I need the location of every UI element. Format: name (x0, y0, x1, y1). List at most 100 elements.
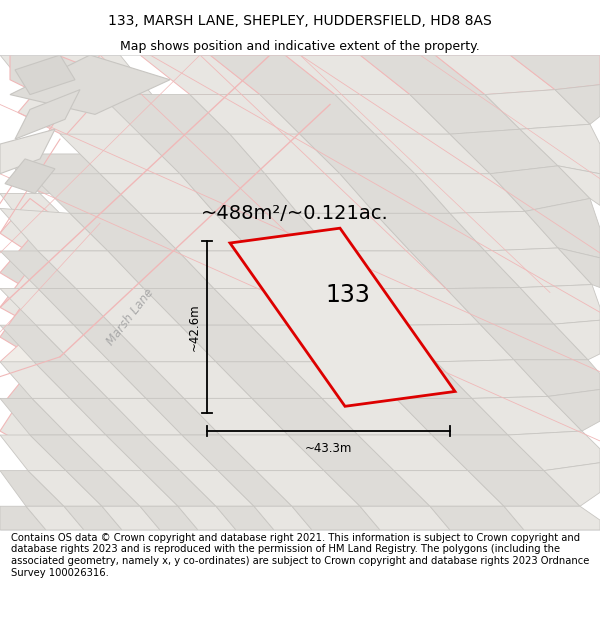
Polygon shape (254, 506, 312, 530)
Polygon shape (468, 471, 580, 506)
Polygon shape (36, 325, 110, 362)
Polygon shape (70, 213, 178, 251)
Polygon shape (30, 174, 140, 213)
Polygon shape (375, 134, 490, 174)
Polygon shape (74, 325, 148, 362)
Polygon shape (480, 324, 588, 360)
Polygon shape (415, 174, 525, 213)
Polygon shape (0, 325, 72, 362)
Polygon shape (148, 362, 252, 398)
Polygon shape (490, 166, 590, 211)
Polygon shape (285, 55, 410, 94)
Text: Map shows position and indicative extent of the property.: Map shows position and indicative extent… (120, 39, 480, 52)
Polygon shape (220, 435, 324, 471)
Polygon shape (108, 251, 214, 289)
Polygon shape (324, 325, 436, 362)
Text: ~43.3m: ~43.3m (305, 442, 352, 456)
Polygon shape (450, 129, 558, 174)
Polygon shape (180, 174, 298, 213)
Polygon shape (18, 75, 98, 136)
Polygon shape (100, 94, 230, 134)
Polygon shape (250, 325, 360, 362)
Polygon shape (26, 506, 84, 530)
Polygon shape (558, 166, 600, 206)
Polygon shape (76, 289, 180, 325)
Polygon shape (10, 50, 95, 104)
Polygon shape (28, 471, 102, 506)
Polygon shape (70, 398, 144, 435)
Polygon shape (108, 398, 182, 435)
Polygon shape (555, 84, 600, 124)
Polygon shape (324, 471, 430, 506)
Polygon shape (0, 275, 70, 332)
Polygon shape (60, 134, 180, 174)
Polygon shape (230, 134, 340, 174)
Polygon shape (0, 154, 120, 194)
Polygon shape (0, 289, 74, 325)
Polygon shape (358, 435, 468, 471)
Polygon shape (450, 211, 558, 251)
Polygon shape (15, 89, 80, 139)
Polygon shape (435, 55, 555, 94)
Polygon shape (180, 325, 286, 362)
Polygon shape (15, 55, 75, 94)
Polygon shape (0, 251, 76, 289)
Polygon shape (146, 398, 220, 435)
Polygon shape (298, 213, 410, 251)
Polygon shape (436, 360, 548, 398)
Text: Marsh Lane: Marsh Lane (104, 286, 156, 348)
Polygon shape (360, 362, 472, 398)
Polygon shape (32, 398, 106, 435)
Polygon shape (510, 55, 600, 89)
Polygon shape (180, 471, 254, 506)
Polygon shape (215, 213, 332, 251)
Polygon shape (68, 435, 142, 471)
Polygon shape (332, 251, 446, 289)
Text: ~42.6m: ~42.6m (187, 303, 200, 351)
Polygon shape (0, 199, 90, 272)
Polygon shape (548, 389, 600, 431)
Polygon shape (34, 362, 108, 398)
Polygon shape (0, 55, 200, 154)
Polygon shape (340, 174, 450, 213)
Polygon shape (375, 213, 485, 251)
Polygon shape (402, 324, 514, 362)
Polygon shape (260, 94, 375, 134)
Polygon shape (514, 360, 600, 396)
Polygon shape (184, 398, 288, 435)
Polygon shape (0, 308, 60, 360)
Polygon shape (252, 398, 358, 435)
Polygon shape (446, 288, 554, 324)
Polygon shape (472, 396, 582, 435)
Polygon shape (178, 251, 288, 289)
Polygon shape (104, 471, 178, 506)
Polygon shape (72, 362, 146, 398)
Polygon shape (432, 435, 544, 471)
Polygon shape (485, 89, 590, 129)
Polygon shape (360, 55, 485, 94)
Polygon shape (360, 506, 450, 530)
Polygon shape (410, 251, 520, 289)
Polygon shape (252, 251, 368, 289)
Polygon shape (525, 199, 600, 258)
Polygon shape (394, 471, 504, 506)
Polygon shape (144, 289, 250, 325)
Polygon shape (504, 506, 600, 530)
Polygon shape (335, 94, 450, 134)
Polygon shape (5, 377, 70, 426)
Polygon shape (140, 55, 260, 94)
Polygon shape (300, 134, 415, 174)
Polygon shape (140, 213, 252, 251)
Text: 133: 133 (325, 284, 370, 308)
Polygon shape (216, 362, 322, 398)
Polygon shape (38, 251, 144, 289)
Polygon shape (182, 435, 256, 471)
Polygon shape (288, 435, 394, 471)
Polygon shape (38, 289, 112, 325)
Polygon shape (396, 398, 508, 435)
Polygon shape (144, 435, 218, 471)
Polygon shape (292, 506, 380, 530)
Polygon shape (0, 129, 55, 174)
Polygon shape (322, 398, 432, 435)
Polygon shape (520, 284, 600, 324)
